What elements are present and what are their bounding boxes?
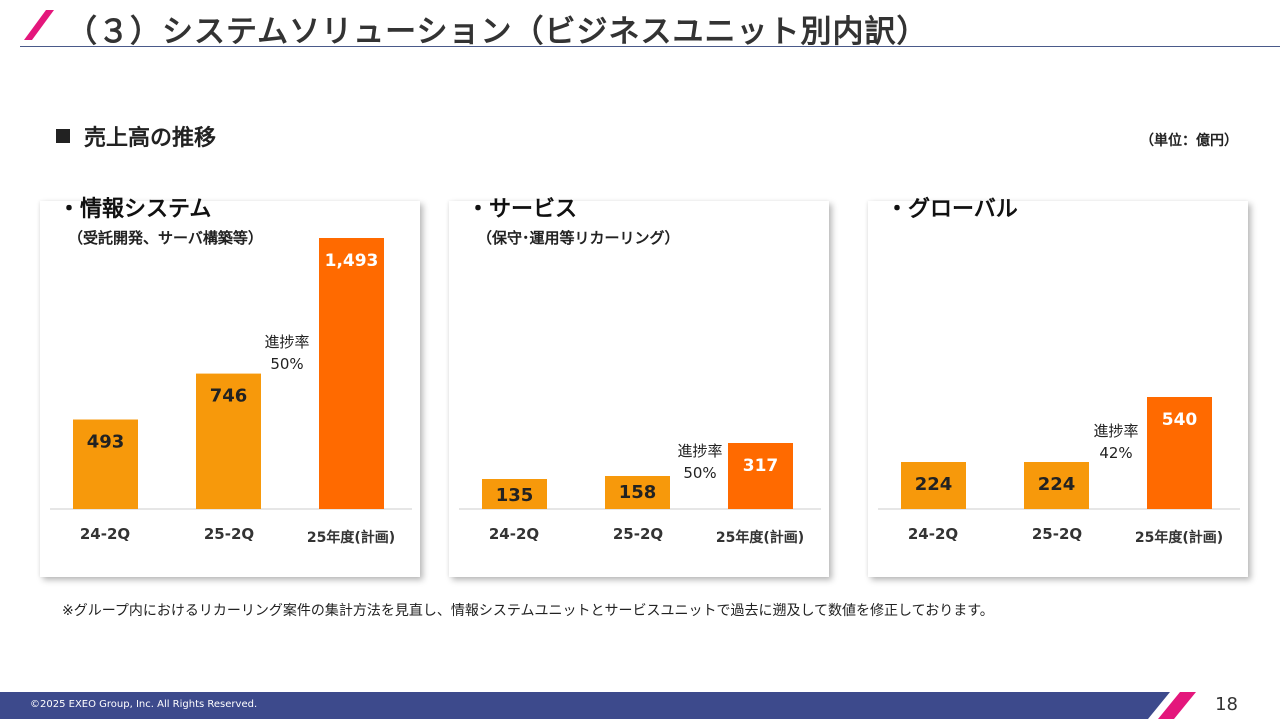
- bar-value-label: 317: [743, 456, 779, 476]
- progress-value: 42%: [1099, 444, 1132, 462]
- page-number: 18: [1215, 694, 1238, 715]
- chart-title: ・情報システム: [58, 197, 212, 222]
- progress-label: 進捗率: [1093, 422, 1138, 440]
- brand-slash-icon: [24, 10, 54, 40]
- chart-subtitle: （受託開発、サーバ構築等）: [68, 229, 263, 247]
- category-label: 25-2Q: [1032, 525, 1082, 543]
- bar: [319, 238, 384, 509]
- chart-title: ・サービス: [467, 197, 578, 222]
- bar: [1024, 462, 1089, 509]
- bar: [482, 479, 547, 509]
- footnote: ※グループ内におけるリカーリング案件の集計方法を見直し、情報システムユニットとサ…: [62, 603, 994, 619]
- copyright: ©2025 EXEO Group, Inc. All Rights Reserv…: [30, 699, 258, 710]
- bar-value-label: 1,493: [325, 251, 379, 271]
- category-label: 24-2Q: [80, 525, 130, 543]
- chart-panel-info-system: 493 24-2Q 746 25-2Q 1,493 25年度(計画) 進捗率 50% ・情報シ…: [40, 197, 420, 577]
- category-label: 24-2Q: [489, 525, 539, 543]
- bar-value-label: 746: [210, 386, 248, 407]
- category-label: 25-2Q: [613, 525, 663, 543]
- progress-label: 進捗率: [677, 442, 722, 460]
- bar-value-label: 224: [915, 474, 953, 495]
- bar: [73, 419, 138, 509]
- progress-value: 50%: [683, 464, 716, 482]
- page-title: （３）システムソリューション（ビジネスユニット別内訳）: [66, 14, 929, 50]
- bar-value-label: 493: [87, 432, 125, 453]
- section-title-text: 売上高の推移: [84, 126, 217, 151]
- chart-panel-global: 224 24-2Q 224 25-2Q 540 25年度(計画) 進捗率 42% ・グローバル: [868, 197, 1248, 577]
- chart-panel-service: 135 24-2Q 158 25-2Q 317 25年度(計画) 進捗率 50% ・サービス …: [449, 197, 829, 577]
- bar-value-label: 158: [619, 482, 657, 503]
- category-label: 25-2Q: [204, 525, 254, 543]
- progress-label: 進捗率: [264, 333, 309, 351]
- category-label: 25年度(計画): [1135, 529, 1223, 546]
- chart-subtitle: （保守･運用等リカーリング）: [477, 229, 680, 247]
- footer-band: [0, 692, 1196, 719]
- category-label: 24-2Q: [908, 525, 958, 543]
- footer-bar: ©2025 EXEO Group, Inc. All Rights Reserv…: [0, 692, 1280, 719]
- category-label: 25年度(計画): [716, 529, 804, 546]
- category-label: 25年度(計画): [307, 529, 395, 546]
- bar-value-label: 540: [1162, 410, 1198, 430]
- bar: [196, 373, 261, 509]
- square-bullet-icon: [56, 129, 70, 143]
- header-divider: [20, 46, 1280, 47]
- bar: [1147, 397, 1212, 509]
- bar: [728, 443, 793, 509]
- chart-global: 224 24-2Q 224 25-2Q 540 25年度(計画) 進捗率 42%: [878, 397, 1240, 546]
- chart-title: ・グローバル: [886, 197, 1018, 222]
- bar: [605, 476, 670, 509]
- bar-value-label: 224: [1038, 474, 1076, 495]
- section-title: 売上高の推移: [56, 120, 216, 152]
- unit-label: （単位：億円）: [1140, 133, 1238, 149]
- chart-service: 135 24-2Q 158 25-2Q 317 25年度(計画) 進捗率 50%: [459, 442, 821, 546]
- bar-value-label: 135: [496, 485, 534, 506]
- progress-value: 50%: [270, 355, 303, 373]
- bar: [901, 462, 966, 509]
- chart-info-system: 493 24-2Q 746 25-2Q 1,493 25年度(計画) 進捗率 50%: [50, 238, 412, 546]
